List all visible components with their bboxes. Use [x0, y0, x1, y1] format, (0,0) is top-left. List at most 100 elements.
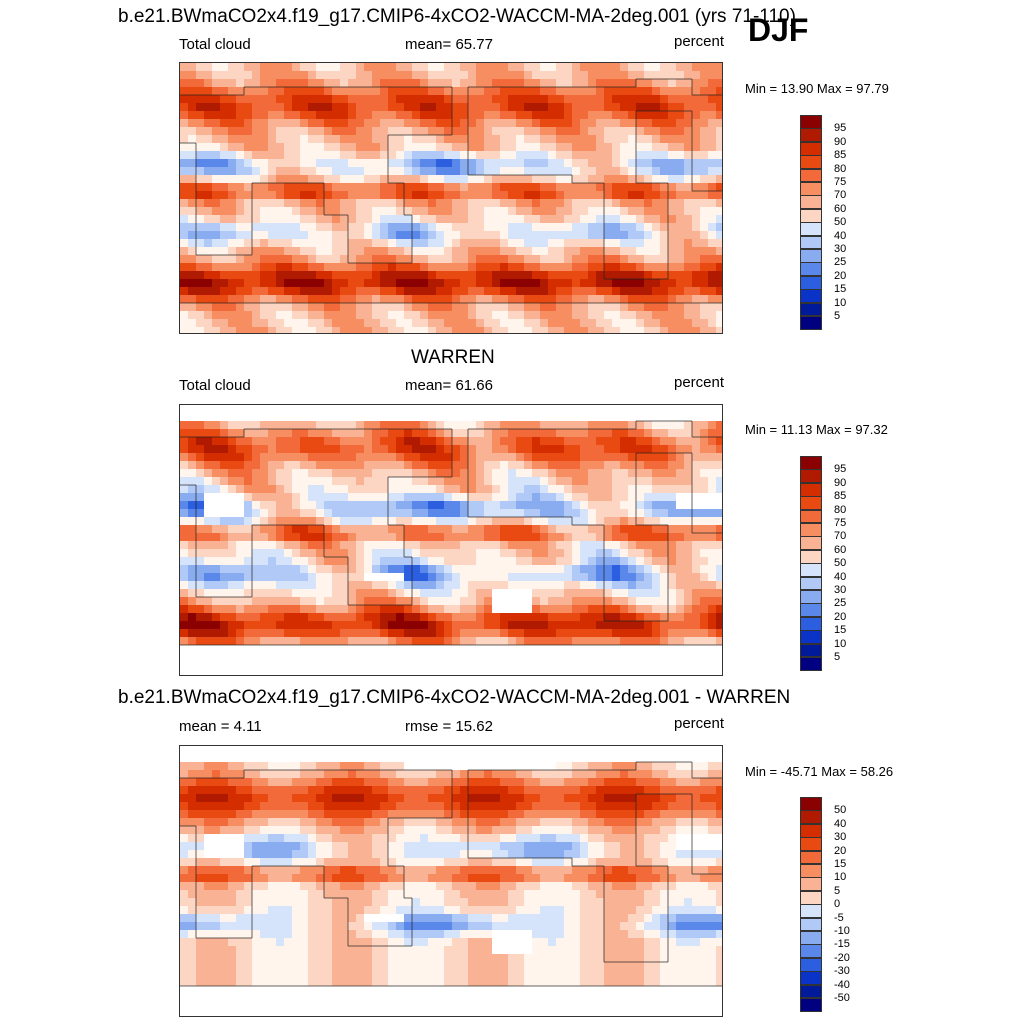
map-cell — [348, 167, 357, 176]
map-cell — [332, 63, 341, 72]
map-cell — [620, 207, 629, 216]
map-cell — [604, 501, 613, 510]
map-cell — [244, 501, 253, 510]
map-cell — [444, 327, 453, 333]
map-cell — [436, 71, 445, 80]
map-cell — [372, 621, 381, 630]
map-cell — [204, 453, 213, 462]
map-cell — [412, 637, 421, 646]
map-cell — [708, 517, 717, 526]
map-cell — [716, 199, 722, 208]
map-cell — [324, 247, 333, 256]
map-cell — [388, 493, 397, 502]
map-cell — [484, 573, 493, 582]
map-cell — [356, 207, 365, 216]
map-cell — [580, 597, 589, 606]
map-cell — [388, 413, 397, 422]
map-cell — [684, 247, 693, 256]
map-cell — [276, 239, 285, 248]
map-cell — [444, 295, 453, 304]
map-cell — [596, 653, 605, 662]
map-cell — [324, 461, 333, 470]
map-cell — [692, 421, 701, 430]
map-cell — [420, 461, 429, 470]
map-cell — [396, 295, 405, 304]
map-cell — [580, 327, 589, 333]
map-cell — [308, 271, 317, 280]
map-cell — [284, 199, 293, 208]
map-cell — [580, 71, 589, 80]
map-cell — [380, 621, 389, 630]
map-cell — [676, 517, 685, 526]
map-cell — [612, 223, 621, 232]
map-cell — [492, 311, 501, 320]
map-cell — [284, 103, 293, 112]
map-cell — [204, 413, 213, 422]
map-cell — [308, 143, 317, 152]
map-cell — [292, 597, 301, 606]
map-cell — [564, 581, 573, 590]
map-cell — [372, 287, 381, 296]
map-cell — [668, 111, 677, 120]
map-cell — [268, 485, 277, 494]
map-cell — [644, 405, 653, 414]
map-cell — [476, 295, 485, 304]
map-cell — [572, 613, 581, 622]
map-cell — [596, 287, 605, 296]
map-cell — [524, 167, 533, 176]
map-cell — [268, 549, 277, 558]
map-cell — [188, 103, 197, 112]
map-cell — [652, 661, 661, 670]
map-cell — [252, 661, 261, 670]
map-cell — [548, 541, 557, 550]
map-cell — [604, 95, 613, 104]
map-cell — [652, 167, 661, 176]
map-cell — [324, 175, 333, 184]
map-cell — [612, 533, 621, 542]
map-cell — [196, 183, 205, 192]
map-cell — [220, 557, 229, 566]
map-cell — [692, 429, 701, 438]
map-cell — [612, 661, 621, 670]
map-cell — [196, 469, 205, 478]
map-cell — [468, 287, 477, 296]
map-cell — [548, 95, 557, 104]
map-cell — [316, 127, 325, 136]
map-cell — [284, 223, 293, 232]
map-cell — [316, 207, 325, 216]
map-cell — [324, 533, 333, 542]
map-cell — [204, 287, 213, 296]
map-cell — [476, 271, 485, 280]
map-cell — [412, 255, 421, 264]
map-cell — [436, 565, 445, 574]
map-cell — [228, 429, 237, 438]
map-cell — [620, 429, 629, 438]
map-cell — [468, 111, 477, 120]
map-cell — [204, 557, 213, 566]
map-cell — [196, 613, 205, 622]
map-cell — [508, 263, 517, 272]
map-cell — [276, 247, 285, 256]
map-cell — [340, 287, 349, 296]
map-cell — [228, 589, 237, 598]
map-cell — [668, 191, 677, 200]
map-cell — [516, 477, 525, 486]
map-cell — [276, 653, 285, 662]
map-cell — [596, 311, 605, 320]
map-cell — [572, 453, 581, 462]
map-cell — [300, 493, 309, 502]
map-cell — [460, 621, 469, 630]
map-cell — [452, 541, 461, 550]
map-cell — [660, 103, 669, 112]
map-cell — [380, 215, 389, 224]
map-cell — [676, 645, 685, 654]
map-cell — [428, 589, 437, 598]
map-cell — [300, 541, 309, 550]
map-cell — [476, 327, 485, 333]
map-cell — [604, 461, 613, 470]
map-cell — [548, 501, 557, 510]
map-cell — [572, 239, 581, 248]
map-cell — [676, 287, 685, 296]
map-cell — [436, 175, 445, 184]
map-cell — [532, 215, 541, 224]
